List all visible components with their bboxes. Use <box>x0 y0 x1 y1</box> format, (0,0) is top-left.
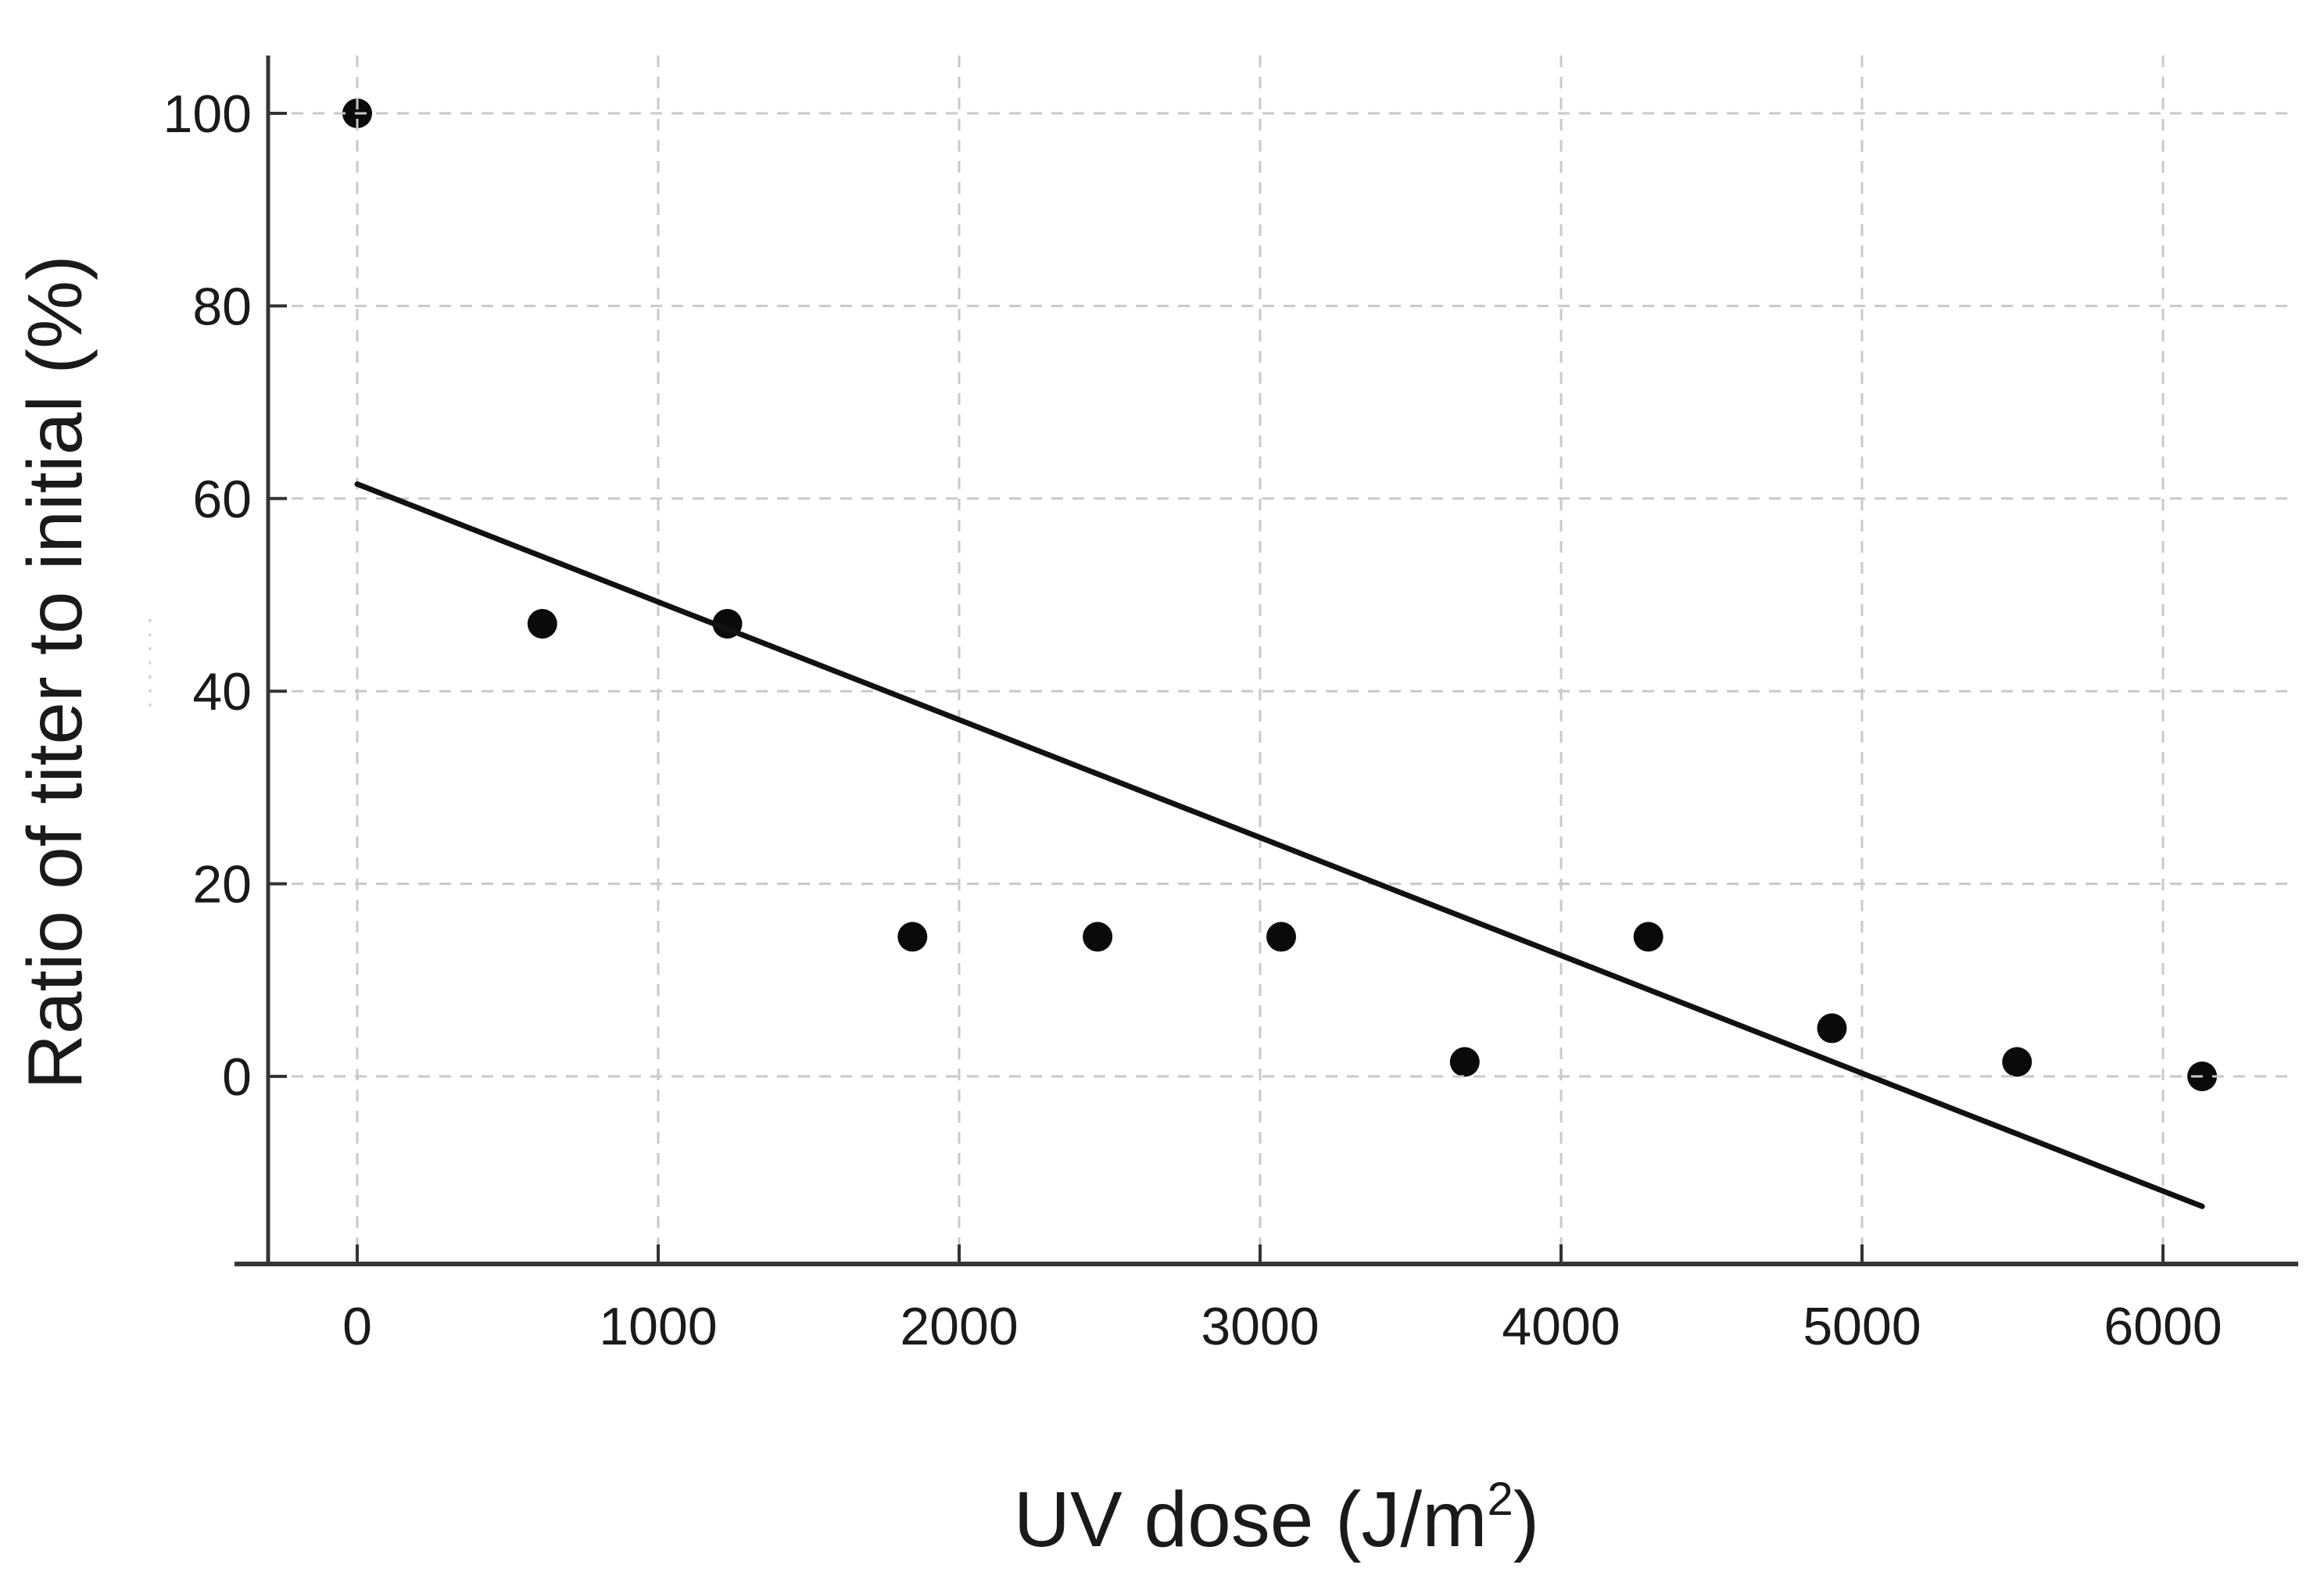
y-tick-label: 0 <box>222 1047 252 1107</box>
x-tick-label: 4000 <box>1502 1297 1620 1356</box>
x-tick-label: 0 <box>342 1297 372 1356</box>
x-tick-label: 3000 <box>1201 1297 1319 1356</box>
y-tick-label: 20 <box>192 855 252 915</box>
data-point <box>527 609 557 639</box>
x-tick-label: 1000 <box>599 1297 717 1356</box>
scatter-points <box>342 98 2218 1091</box>
data-point <box>1633 922 1663 952</box>
x-tick-label: 6000 <box>2104 1297 2222 1356</box>
gridlines <box>270 55 2297 1261</box>
y-tick-labels: 0 20 40 60 80 100 <box>163 84 252 1107</box>
data-point <box>1817 1013 1847 1044</box>
trend-line <box>354 481 2205 1209</box>
data-point <box>1449 1047 1480 1077</box>
data-point <box>2002 1047 2032 1077</box>
y-tick-label: 100 <box>163 84 252 144</box>
x-tick-label: 5000 <box>1803 1297 1921 1356</box>
data-point <box>1266 922 1296 952</box>
x-axis-title: UV dose (J/m2) <box>1014 1473 1539 1563</box>
x-tick-labels: 0 1000 2000 3000 4000 5000 6000 <box>342 1297 2222 1356</box>
y-axis-title: Ratio of titer to initial (%) <box>12 255 98 1089</box>
axes <box>235 55 2298 1266</box>
y-tick-label: 80 <box>192 277 252 336</box>
data-point <box>897 922 928 952</box>
y-tick-label: 60 <box>192 470 252 529</box>
y-tick-label: 40 <box>192 662 252 721</box>
data-point <box>1083 922 1113 952</box>
tick-marks <box>270 112 2165 1262</box>
x-tick-label: 2000 <box>900 1297 1018 1356</box>
